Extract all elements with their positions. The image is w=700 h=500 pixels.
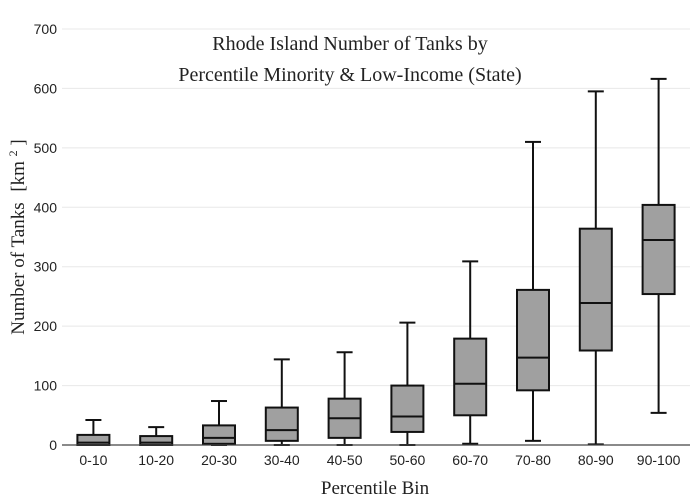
x-axis-ticks: 0-10 10-20 20-30 30-40 40-50 50-60 60-70 70-80 8… [79, 452, 680, 468]
box-30-40 [264, 358, 299, 446]
x-tick-label: 40-50 [327, 452, 363, 468]
box-20-30 [202, 400, 236, 446]
iqr-box [139, 435, 174, 447]
y-axis-title: Number of Tanks [km 2 ] [1, 139, 29, 335]
box-90-100 [641, 77, 676, 414]
box-80-90 [578, 90, 613, 446]
chart-title-line-1: Rhode Island Number of Tanks by [212, 33, 487, 55]
y-axis-title-main: Number of Tanks [8, 202, 29, 334]
y-tick-label: 100 [34, 378, 58, 394]
x-tick-label: 60-70 [452, 452, 488, 468]
box-60-70 [453, 260, 488, 445]
y-tick-label: 400 [34, 199, 58, 215]
y-axis-title-unit-sup: 2 [6, 150, 20, 156]
y-tick-label: 700 [34, 21, 58, 37]
x-tick-label: 50-60 [389, 452, 425, 468]
iqr-box [202, 424, 236, 445]
y-tick-label: 500 [34, 140, 58, 156]
y-axis-ticks: 0 100 200 300 400 500 600 700 [34, 21, 58, 453]
box-0-10 [76, 419, 111, 447]
y-tick-label: 200 [34, 318, 58, 334]
iqr-box [578, 227, 613, 352]
box-series [76, 77, 676, 447]
box-70-80 [516, 140, 550, 442]
x-tick-label: 90-100 [637, 452, 681, 468]
x-tick-label: 10-20 [138, 452, 174, 468]
x-tick-label: 20-30 [201, 452, 237, 468]
y-axis-title-unit-end: ] [8, 139, 29, 145]
y-axis-title-unit: [km [8, 161, 29, 192]
y-tick-label: 300 [34, 259, 58, 275]
x-tick-label: 30-40 [264, 452, 300, 468]
grid-lines [62, 28, 690, 387]
box-40-50 [327, 351, 362, 446]
iqr-box [641, 203, 676, 296]
iqr-box [453, 337, 488, 417]
box-10-20 [139, 426, 174, 447]
x-axis-title: Percentile Bin [321, 478, 430, 499]
box-50-60 [390, 321, 425, 446]
iqr-box [264, 406, 299, 442]
iqr-box [516, 288, 550, 392]
x-tick-label: 0-10 [79, 452, 107, 468]
y-tick-label: 0 [49, 437, 57, 453]
x-tick-label: 80-90 [578, 452, 614, 468]
iqr-box [390, 384, 425, 433]
chart-title-line-2: Percentile Minority & Low-Income (State) [178, 64, 521, 86]
x-tick-label: 70-80 [515, 452, 551, 468]
y-tick-label: 600 [34, 80, 58, 96]
